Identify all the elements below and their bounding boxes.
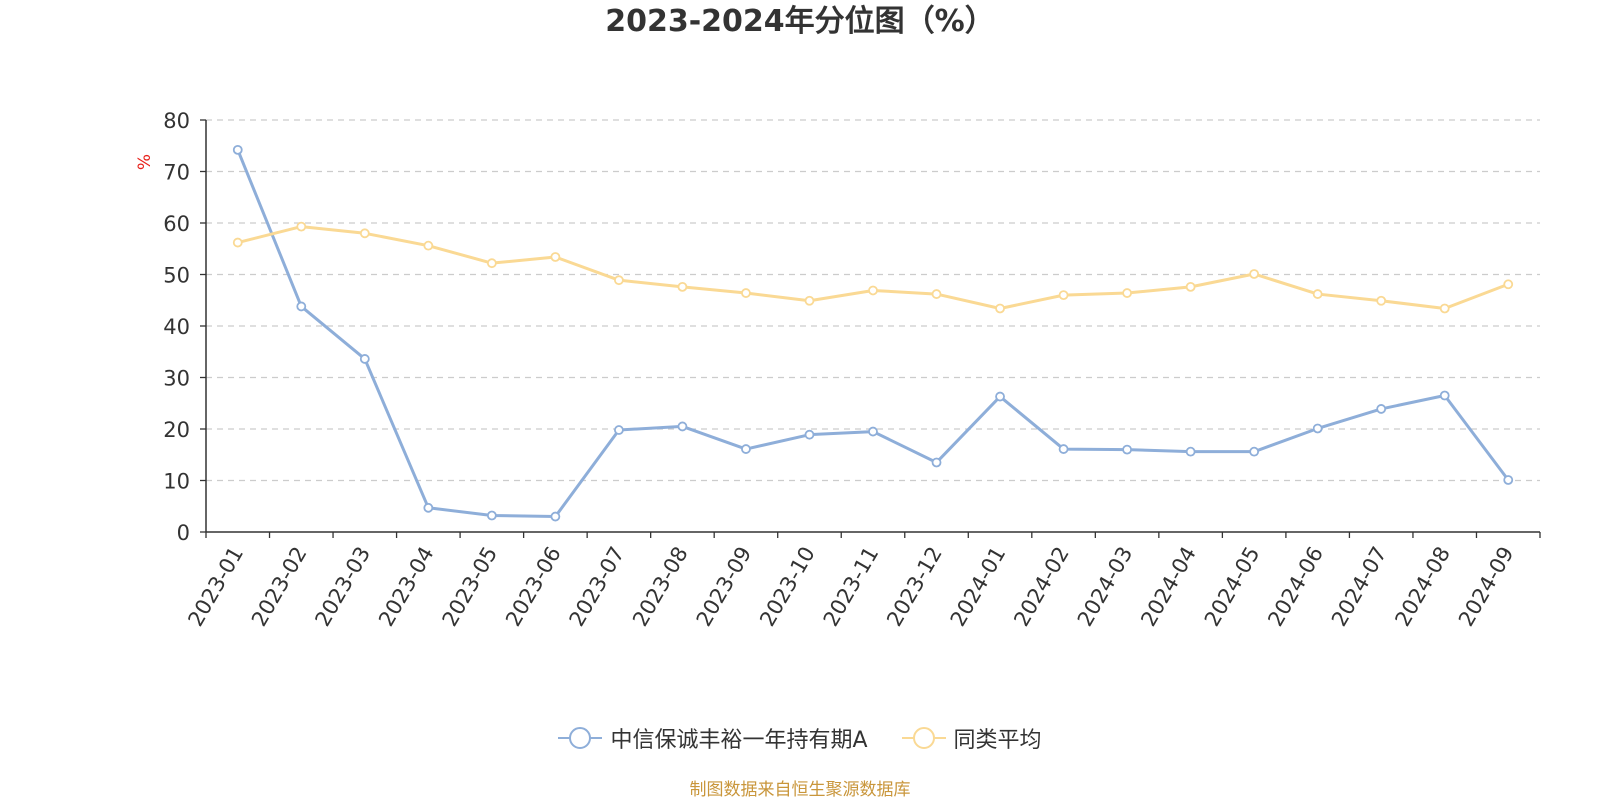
data-point bbox=[868, 426, 878, 437]
data-point bbox=[296, 221, 307, 232]
data-point bbox=[1312, 289, 1323, 299]
x-tick-label: 2024-06 bbox=[1263, 543, 1328, 631]
data-point bbox=[868, 285, 878, 296]
data-point bbox=[1249, 269, 1260, 279]
legend-label-series-1: 中信保诚丰裕一年持有期A bbox=[610, 728, 868, 753]
grid-lines bbox=[206, 119, 1540, 482]
data-point bbox=[550, 511, 561, 522]
x-tick-label: 2023-10 bbox=[755, 543, 820, 631]
chart-title: 2023-2024年分位图（%） bbox=[605, 4, 995, 39]
data-point bbox=[359, 228, 370, 239]
data-point bbox=[1185, 446, 1196, 457]
x-tick-label: 2023-07 bbox=[565, 543, 630, 631]
source-note: 制图数据来自恒生聚源数据库 bbox=[689, 780, 911, 800]
data-point bbox=[1376, 404, 1387, 414]
legend-series-1-icon bbox=[558, 727, 603, 749]
data-point bbox=[677, 421, 688, 432]
data-point bbox=[741, 288, 751, 298]
x-tick-label: 2024-05 bbox=[1200, 543, 1265, 631]
x-tick-label: 2023-05 bbox=[438, 543, 503, 631]
data-point bbox=[359, 354, 370, 364]
data-point bbox=[486, 510, 497, 521]
data-point bbox=[486, 258, 497, 269]
y-tick-label: 30 bbox=[163, 367, 190, 391]
data-point bbox=[804, 429, 815, 440]
data-point bbox=[677, 281, 688, 292]
data-point bbox=[931, 457, 942, 468]
data-point bbox=[1249, 446, 1260, 457]
data-point bbox=[931, 289, 942, 299]
data-point bbox=[1185, 281, 1196, 292]
data-point bbox=[995, 303, 1005, 314]
y-tick-label: 0 bbox=[177, 521, 190, 545]
x-tick-label: 2023-04 bbox=[374, 543, 439, 631]
x-tick-label: 2023-09 bbox=[692, 543, 757, 631]
legend-item-series-1[interactable]: 中信保诚丰裕一年持有期A bbox=[558, 722, 868, 754]
axes bbox=[200, 119, 1541, 538]
x-tick-label: 2023-01 bbox=[183, 543, 248, 631]
x-tick-label: 2024-04 bbox=[1136, 543, 1201, 631]
data-point bbox=[1503, 279, 1514, 290]
x-tick-label: 2024-03 bbox=[1073, 543, 1138, 631]
y-tick-label: 70 bbox=[163, 161, 190, 185]
data-point bbox=[1058, 444, 1069, 454]
legend: 中信保诚丰裕一年持有期A 同类平均 bbox=[0, 722, 1600, 754]
legend-series-2-icon bbox=[901, 727, 946, 749]
x-tick-label: 2023-11 bbox=[819, 543, 884, 631]
data-point bbox=[423, 240, 434, 251]
data-point bbox=[1122, 288, 1132, 298]
x-tick-label: 2024-09 bbox=[1454, 543, 1519, 631]
y-axis-label: % bbox=[135, 154, 155, 170]
data-point bbox=[995, 391, 1005, 402]
x-tick-label: 2024-02 bbox=[1009, 543, 1074, 631]
x-tick-label: 2023-03 bbox=[310, 543, 375, 631]
y-tick-label: 60 bbox=[163, 212, 190, 236]
data-point bbox=[550, 252, 561, 262]
y-tick-label: 50 bbox=[163, 264, 190, 288]
x-tick-label: 2024-08 bbox=[1390, 543, 1455, 631]
legend-label-series-2: 同类平均 bbox=[953, 728, 1042, 753]
series-lines bbox=[232, 144, 1514, 522]
data-point bbox=[296, 301, 307, 312]
data-point bbox=[1503, 475, 1514, 485]
data-point bbox=[1058, 290, 1069, 301]
data-point bbox=[614, 425, 624, 435]
x-tick-label: 2024-07 bbox=[1327, 543, 1392, 631]
data-point bbox=[804, 295, 815, 306]
data-point bbox=[1122, 444, 1132, 455]
data-point bbox=[1439, 390, 1450, 401]
data-point bbox=[1439, 303, 1450, 314]
data-point bbox=[232, 237, 243, 248]
y-tick-label: 80 bbox=[163, 109, 190, 133]
data-point bbox=[1376, 295, 1387, 306]
x-tick-label: 2024-01 bbox=[946, 543, 1011, 631]
y-tick-label: 20 bbox=[163, 418, 190, 442]
tick-labels: 01020304050607080%2023-012023-022023-032… bbox=[135, 109, 1519, 630]
data-point bbox=[1312, 423, 1323, 434]
data-point bbox=[614, 275, 624, 286]
x-tick-label: 2023-02 bbox=[247, 543, 312, 631]
legend-item-series-2[interactable]: 同类平均 bbox=[901, 722, 1042, 754]
data-point bbox=[423, 502, 434, 513]
data-point bbox=[741, 444, 751, 454]
series-line-1 bbox=[236, 149, 1510, 519]
x-tick-label: 2023-08 bbox=[628, 543, 693, 631]
y-tick-label: 40 bbox=[163, 315, 190, 339]
data-point bbox=[232, 144, 243, 155]
y-tick-label: 10 bbox=[163, 470, 190, 494]
x-tick-label: 2023-06 bbox=[501, 543, 566, 631]
x-tick-label: 2023-12 bbox=[882, 543, 947, 631]
